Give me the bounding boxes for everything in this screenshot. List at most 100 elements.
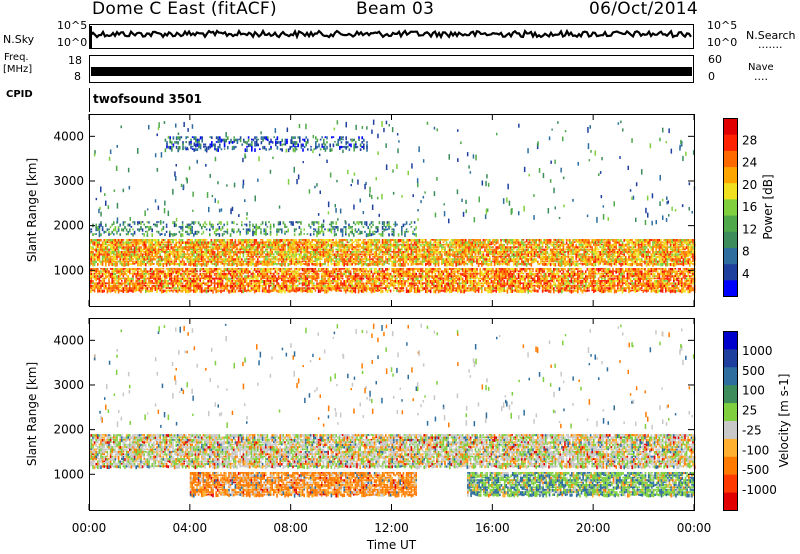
- data-cell: [199, 248, 201, 253]
- data-cell: [652, 277, 654, 280]
- data-cell: [289, 272, 291, 276]
- data-cell: [689, 277, 691, 280]
- data-cell: [572, 270, 574, 273]
- data-cell: [293, 260, 296, 265]
- data-cell: [565, 284, 568, 288]
- data-cell: [439, 282, 441, 287]
- data-cell: [266, 263, 269, 267]
- data-cell: [297, 243, 299, 247]
- data-cell: [413, 280, 416, 284]
- data-cell: [329, 243, 331, 247]
- data-cell: [191, 270, 193, 273]
- data-cell: [173, 280, 176, 283]
- data-cell: [217, 282, 219, 287]
- data-cell: [207, 268, 209, 272]
- data-cell: [602, 272, 605, 276]
- data-cell: [511, 272, 513, 277]
- data-cell: [551, 270, 553, 275]
- data-cell: [129, 248, 131, 251]
- data-cell: [305, 287, 307, 291]
- data-cell: [348, 246, 350, 250]
- data-cell: [564, 272, 566, 277]
- data-cell: [271, 241, 273, 246]
- data-cell: [543, 289, 545, 292]
- data-cell: [202, 251, 205, 254]
- data-cell: [279, 241, 281, 243]
- data-cell: [193, 251, 195, 255]
- data-cell: [383, 272, 385, 275]
- data-cell: [577, 272, 579, 277]
- data-cell: [266, 248, 269, 251]
- data-cell: [393, 284, 395, 289]
- data-cell: [573, 287, 576, 290]
- data-cell: [354, 272, 357, 276]
- data-cell: [314, 251, 317, 255]
- data-cell: [661, 275, 664, 278]
- data-cell: [333, 277, 336, 281]
- data-cell: [186, 289, 189, 294]
- data-cell: [335, 253, 337, 256]
- data-cell: [317, 277, 320, 280]
- data-cell: [468, 284, 470, 287]
- data-cell: [551, 277, 553, 282]
- data-cell: [253, 239, 256, 243]
- data-cell: [340, 243, 342, 247]
- data-cell: [117, 282, 120, 285]
- data-cell: [684, 277, 686, 280]
- data-cell: [140, 246, 142, 250]
- data-cell: [229, 280, 232, 284]
- data-cell: [196, 260, 198, 263]
- data-cell: [100, 251, 102, 254]
- data-cell: [532, 270, 534, 272]
- data-cell: [153, 246, 155, 250]
- data-cell: [92, 272, 94, 275]
- data-cell: [633, 272, 635, 277]
- data-cell: [156, 277, 158, 282]
- data-cell: [253, 258, 256, 260]
- data-cell: [465, 284, 467, 287]
- data-cell: [290, 289, 293, 292]
- data-cell: [417, 282, 419, 284]
- data-cell: [220, 260, 222, 264]
- data-cell: [657, 277, 659, 280]
- data-cell: [92, 270, 94, 273]
- data-cell: [137, 270, 139, 275]
- data-cell: [220, 268, 222, 271]
- data-cell: [617, 270, 619, 274]
- data-cell: [621, 272, 624, 276]
- data-cell: [583, 272, 585, 275]
- data-cell: [297, 253, 299, 255]
- data-cell: [513, 268, 515, 272]
- data-cell: [418, 280, 421, 283]
- data-cell: [226, 248, 229, 253]
- data-cell: [681, 277, 683, 282]
- data-cell: [225, 268, 227, 272]
- data-cell: [529, 268, 531, 271]
- data-cell: [429, 287, 432, 291]
- data-cell: [132, 258, 134, 260]
- data-cell: [602, 287, 605, 290]
- data-cell: [173, 253, 176, 257]
- data-cell: [301, 275, 304, 277]
- data-cell: [505, 284, 507, 287]
- data-cell: [229, 243, 232, 246]
- data-cell: [473, 282, 475, 286]
- data-cell: [276, 284, 278, 287]
- data-cell: [101, 260, 104, 264]
- data-cell: [175, 253, 177, 257]
- data-cell: [409, 275, 411, 278]
- data-cell: [266, 246, 269, 249]
- data-cell: [298, 248, 301, 253]
- data-cell: [169, 248, 171, 252]
- data-cell: [220, 289, 222, 294]
- data-cell: [149, 275, 152, 279]
- data-cell: [530, 268, 533, 270]
- data-cell: [484, 280, 486, 284]
- data-cell: [122, 268, 125, 271]
- data-cell: [644, 268, 646, 272]
- data-cell: [589, 268, 592, 271]
- data-cell: [167, 253, 169, 258]
- data-cell: [665, 282, 667, 286]
- data-cell: [263, 251, 265, 254]
- data-cell: [197, 253, 200, 258]
